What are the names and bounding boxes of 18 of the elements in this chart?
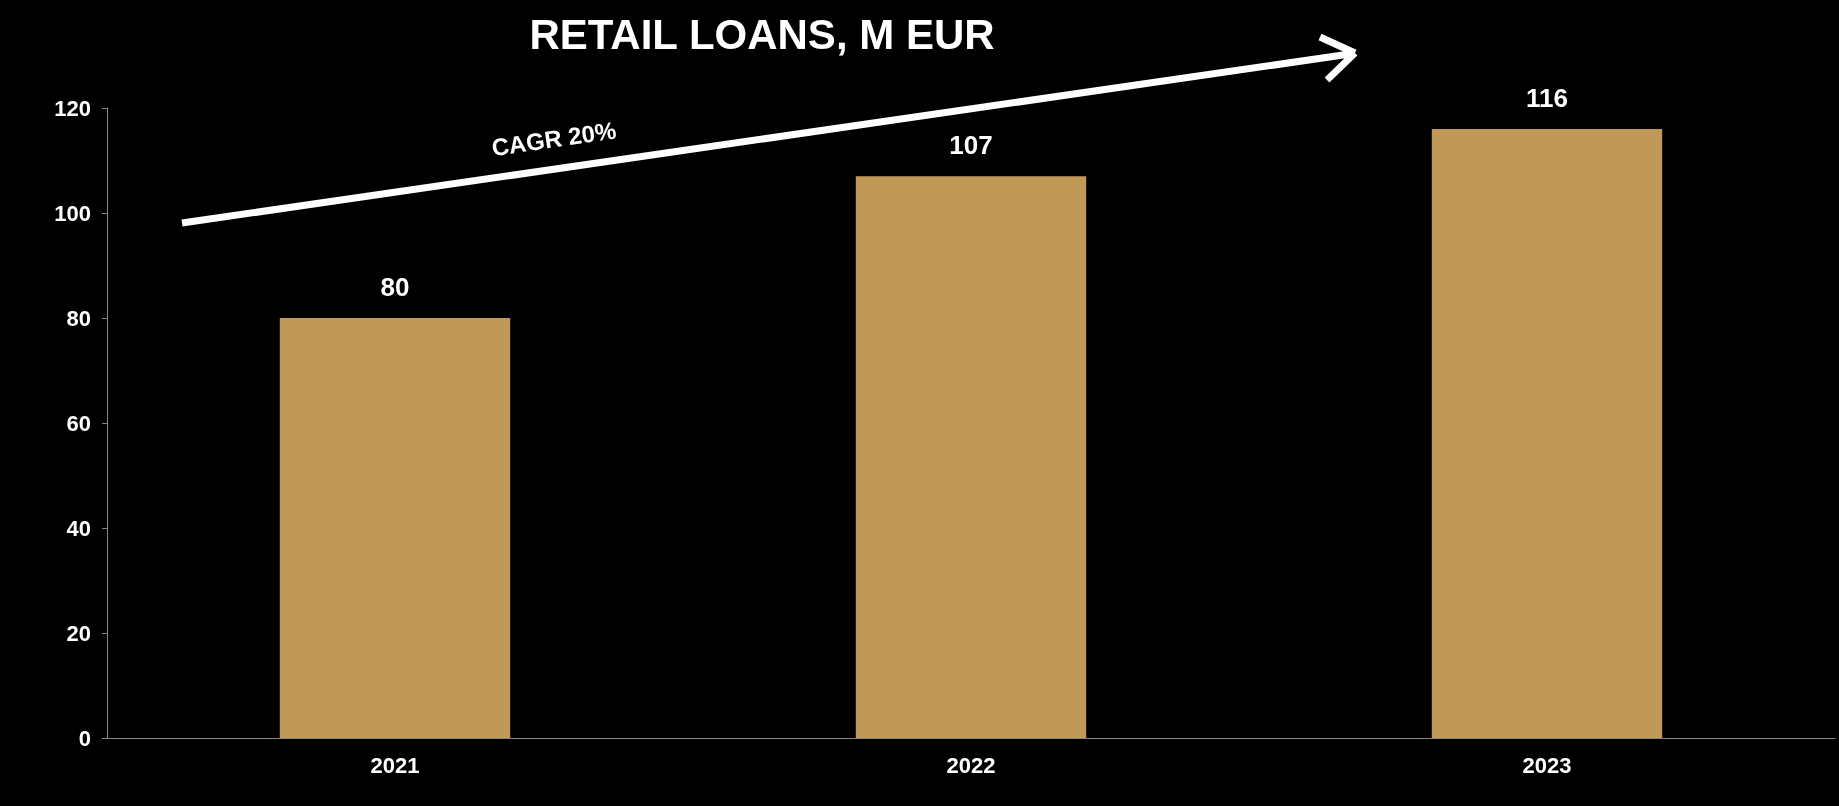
y-tick-label: 80: [66, 305, 91, 331]
data-label: 107: [949, 130, 993, 161]
y-tick-label: 60: [66, 410, 91, 436]
x-tick-label: 2023: [1522, 752, 1572, 778]
data-label: 80: [380, 272, 410, 302]
x-tick-label: 2022: [946, 752, 996, 778]
bar: [1431, 129, 1663, 738]
annotation: CAGR 20%: [489, 116, 618, 162]
chart-title: RETAIL LOANS, M EUR: [529, 10, 995, 58]
y-tick-label: 100: [54, 200, 91, 226]
y-tick-label: 120: [54, 95, 91, 121]
x-tick-label: 2021: [370, 752, 420, 778]
y-tick-label: 40: [66, 515, 91, 541]
bar: [855, 176, 1087, 738]
y-tick-label: 0: [78, 725, 91, 751]
bar: [279, 318, 511, 738]
y-tick-label: 20: [66, 620, 91, 646]
data-label: 116: [1526, 83, 1568, 113]
